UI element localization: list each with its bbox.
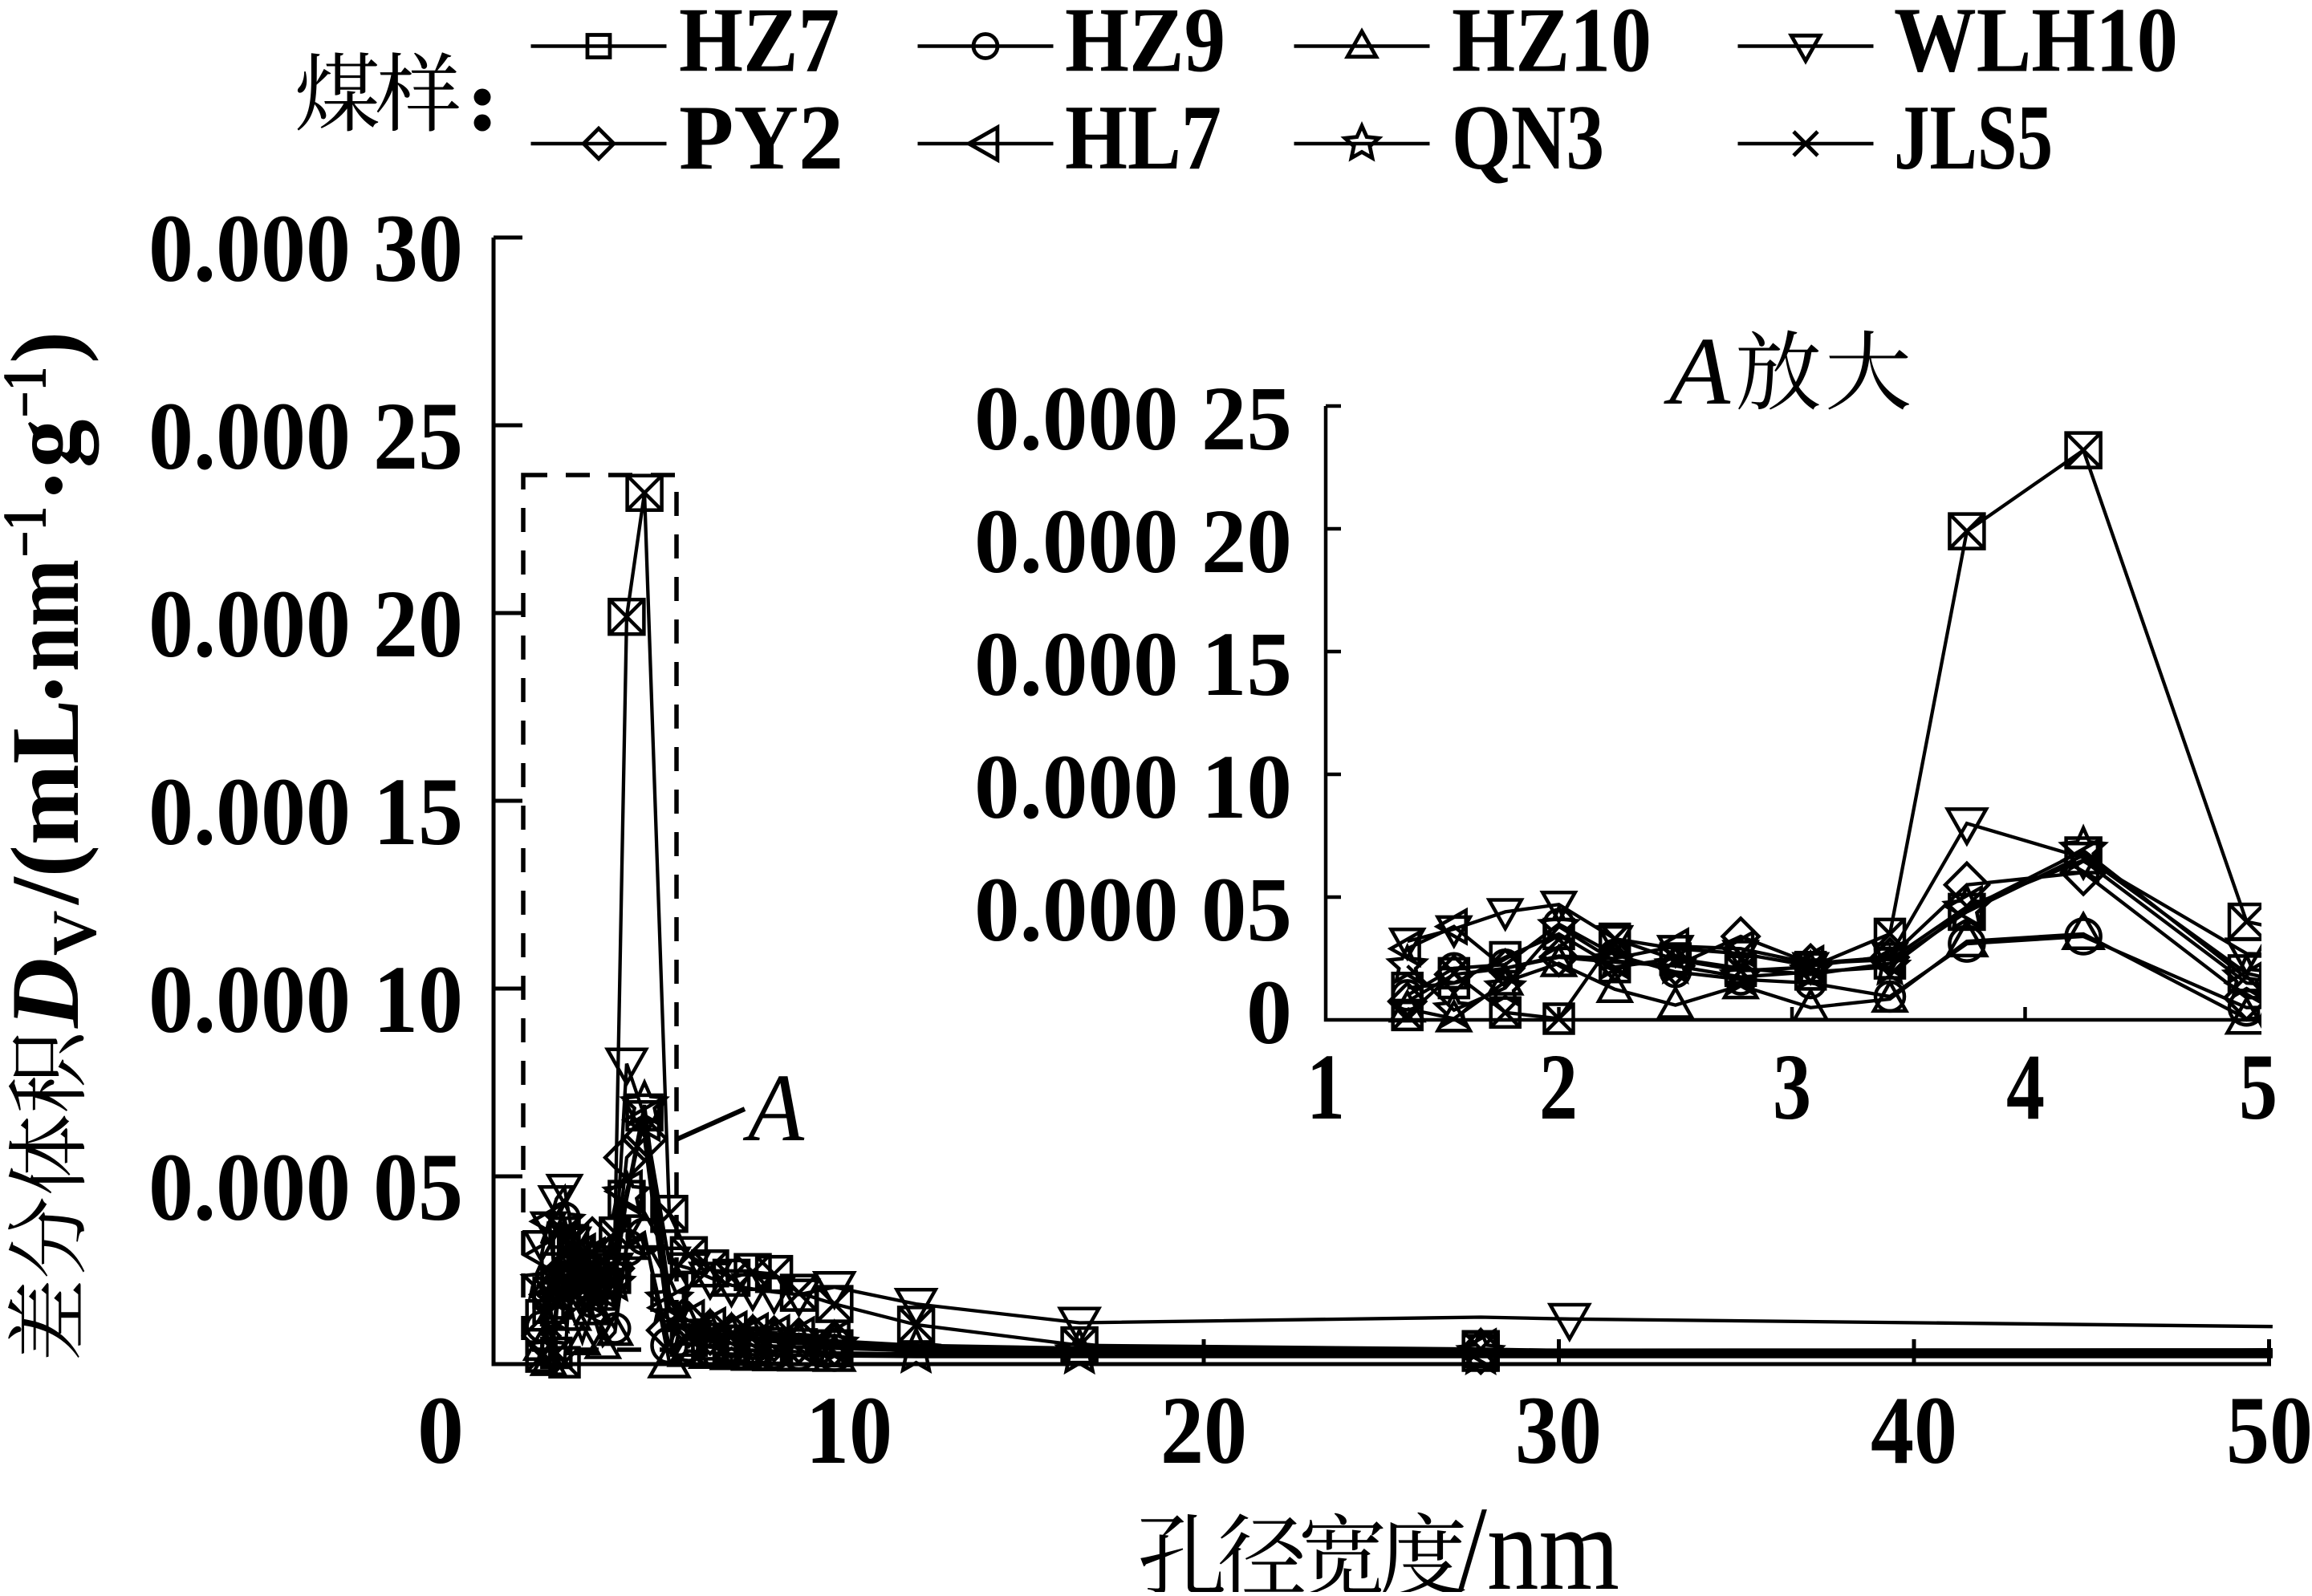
svg-text:0.000 15: 0.000 15 [148,758,463,866]
svg-text:30: 30 [1515,1377,1602,1484]
svg-text:3: 3 [1773,1034,1811,1139]
svg-text:0.000 25: 0.000 25 [148,383,463,490]
svg-text:1: 1 [1306,1034,1345,1139]
svg-text:0: 0 [417,1377,464,1484]
svg-text:20: 20 [1160,1377,1247,1484]
svg-text:/(mL: /(mL [0,700,100,906]
svg-text:D: D [0,958,100,1029]
svg-text:HZ10: HZ10 [1452,0,1652,92]
svg-text:0.000 15: 0.000 15 [974,613,1292,715]
svg-text:4: 4 [2006,1034,2045,1139]
svg-text:0.000 20: 0.000 20 [974,490,1292,592]
svg-text:0.000 05: 0.000 05 [148,1134,463,1241]
svg-text:/nm: /nm [1458,1482,1619,1592]
svg-text:0.000 20: 0.000 20 [148,571,463,678]
svg-text:A: A [742,1054,805,1162]
svg-text:0: 0 [1246,961,1292,1063]
svg-text:JLS5: JLS5 [1894,87,2053,189]
svg-text:): ) [0,331,100,363]
svg-text:40: 40 [1871,1377,1957,1484]
svg-text:0.000 25: 0.000 25 [974,368,1292,469]
svg-text:10: 10 [806,1377,892,1484]
svg-text:0.000 05: 0.000 05 [974,859,1292,960]
svg-text:2: 2 [1539,1034,1578,1139]
svg-text:HZ9: HZ9 [1065,0,1225,92]
svg-text:g: g [0,420,100,469]
svg-text:−1: −1 [0,367,59,418]
svg-text:WLH10: WLH10 [1894,0,2178,92]
svg-text:5: 5 [2239,1034,2277,1139]
svg-text:HZ7: HZ7 [679,0,839,92]
svg-text:0.000 10: 0.000 10 [148,946,463,1054]
svg-text:50: 50 [2226,1377,2312,1484]
svg-text:HL7: HL7 [1065,87,1221,189]
svg-text:QN3: QN3 [1452,87,1604,189]
svg-text:0.000 10: 0.000 10 [974,736,1292,838]
svg-text:V: V [39,911,109,956]
svg-text:−1: −1 [0,506,59,558]
svg-text:nm: nm [0,559,100,672]
svg-text:PY2: PY2 [679,87,843,189]
svg-text:A: A [1664,318,1731,425]
svg-text:0.000 30: 0.000 30 [148,195,463,303]
